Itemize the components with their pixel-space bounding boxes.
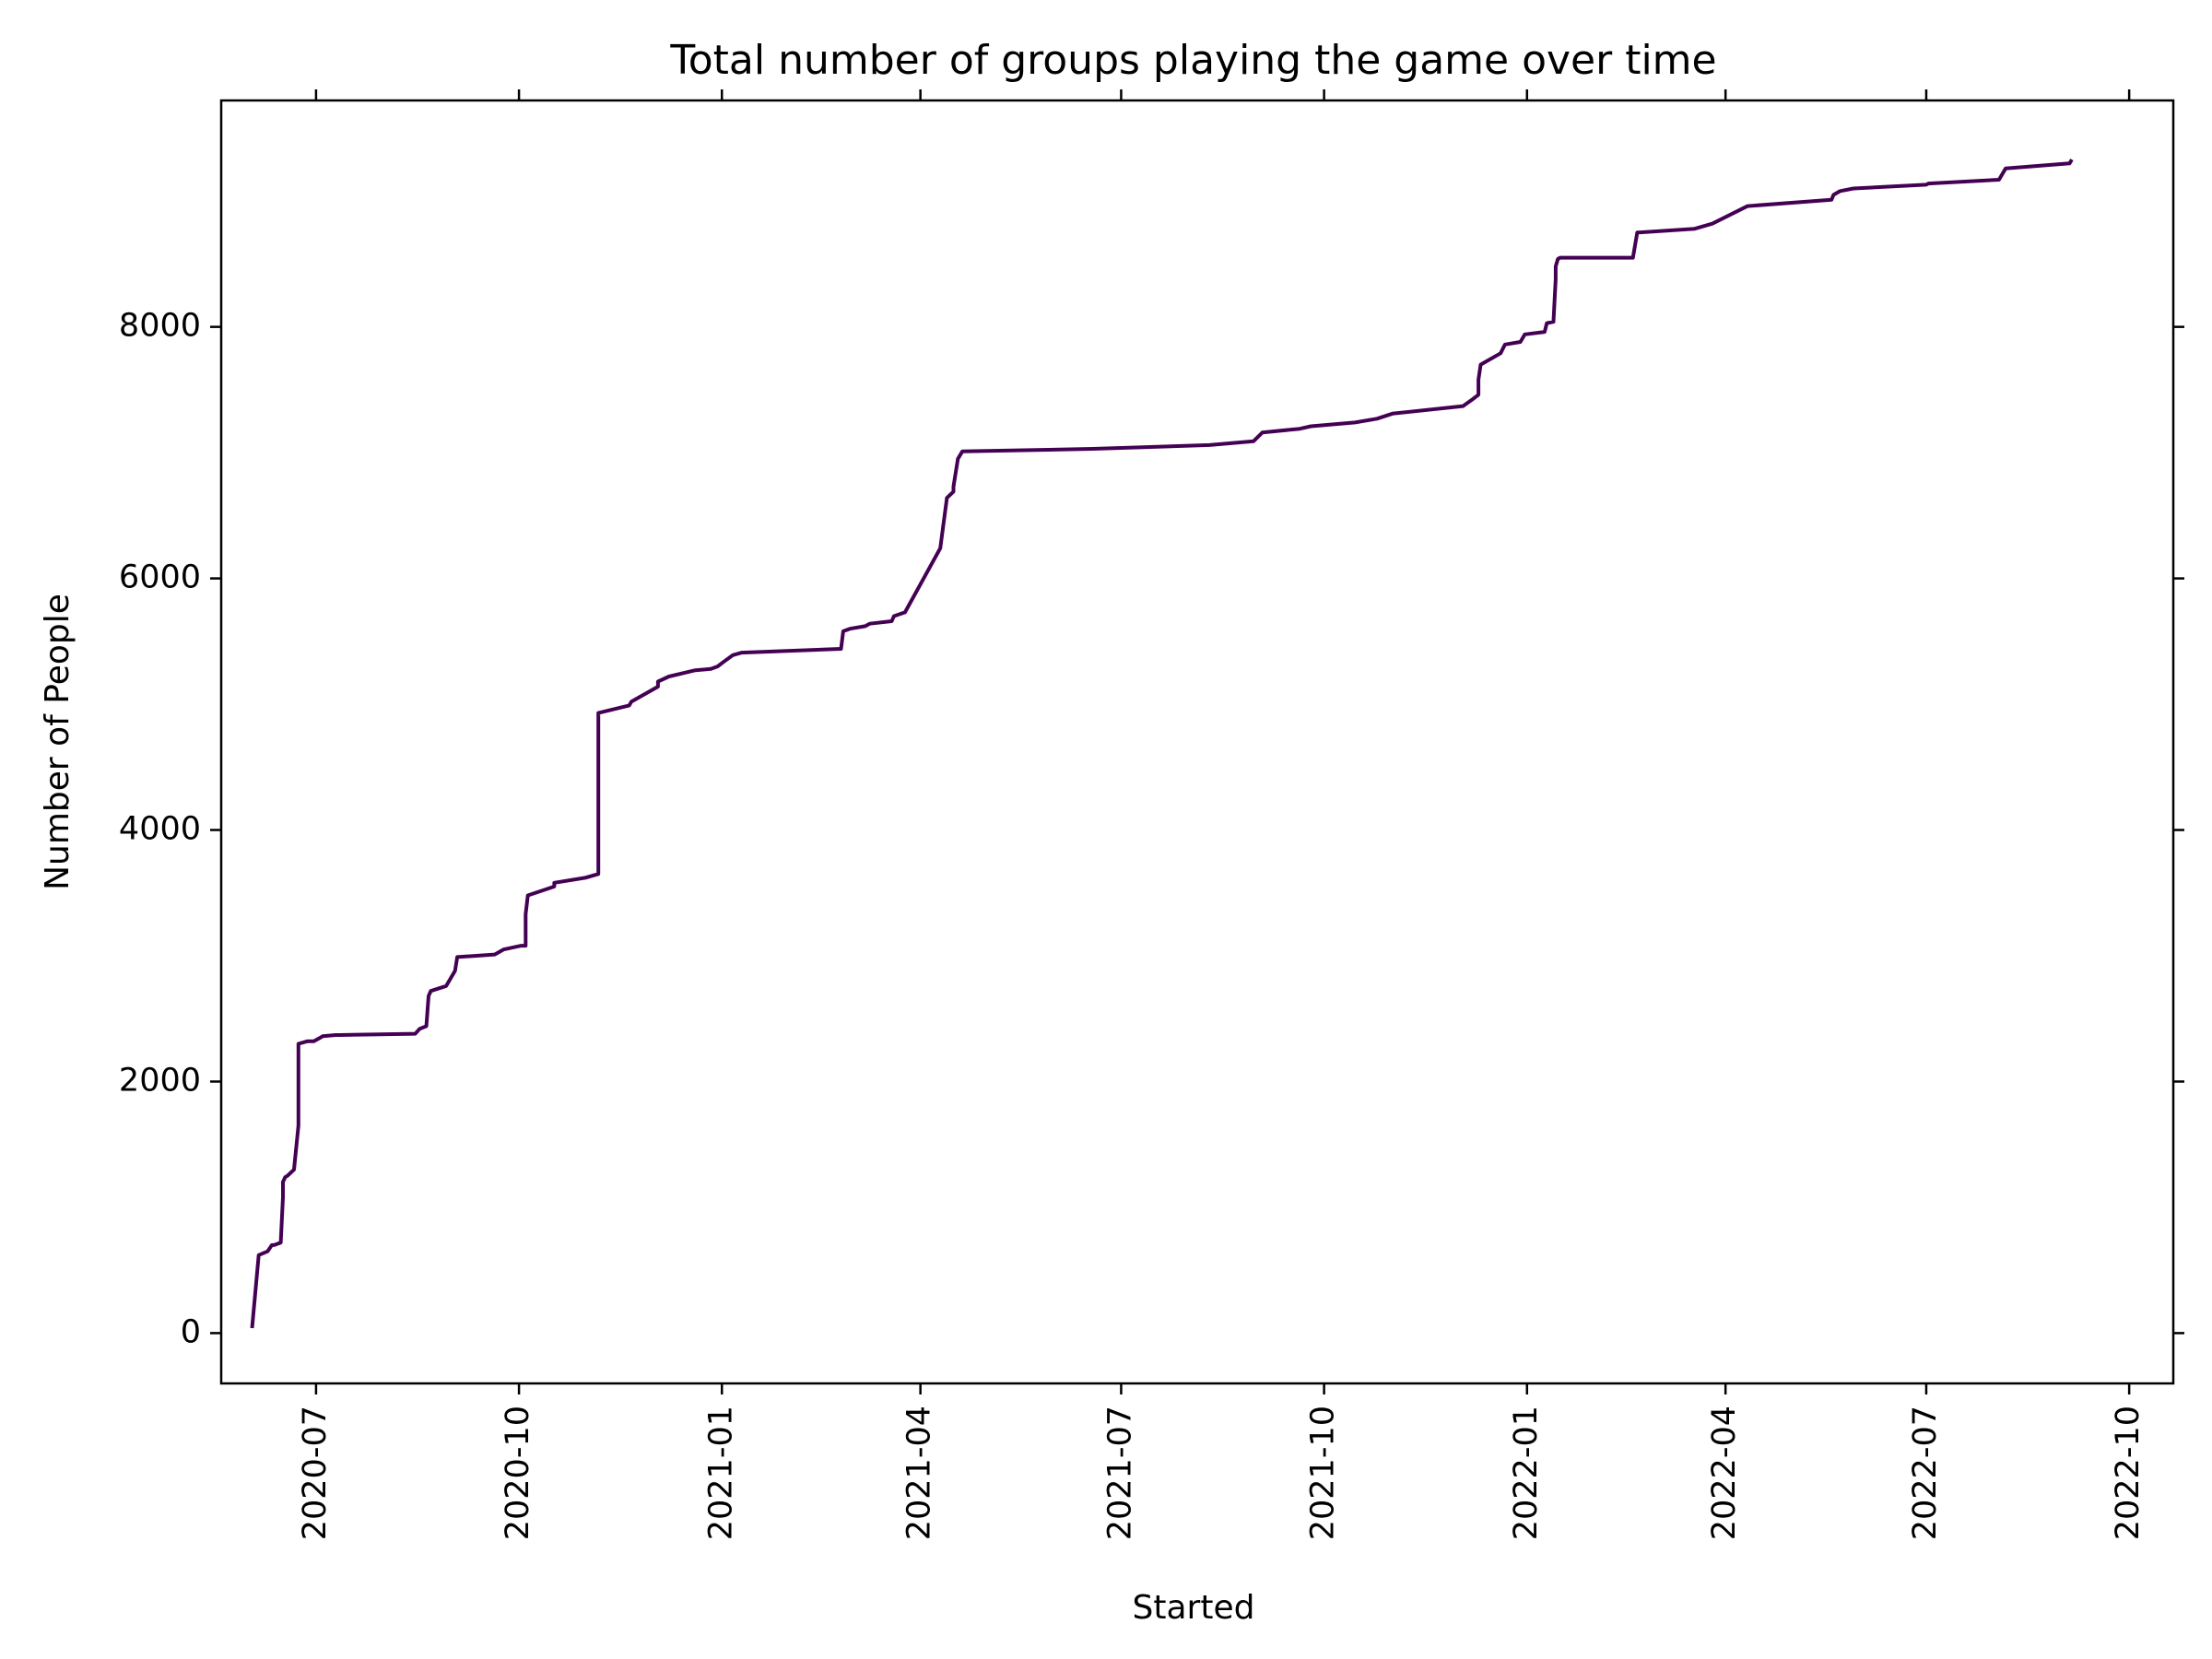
x-tick-label: 2021-04	[901, 1406, 938, 1540]
x-tick-label: 2022-04	[1706, 1406, 1743, 1540]
x-tick-label: 2020-07	[297, 1406, 334, 1540]
y-tick-label: 0	[181, 1313, 201, 1350]
y-tick-label: 8000	[119, 308, 201, 345]
x-tick-label: 2021-10	[1305, 1406, 1342, 1540]
plot-area	[250, 159, 2074, 1329]
x-tick-label: 2022-07	[1907, 1406, 1944, 1540]
y-tick-label: 4000	[119, 811, 201, 848]
x-tick-label: 2022-01	[1508, 1406, 1545, 1540]
chart-title: Total number of groups playing the game …	[669, 37, 1716, 84]
x-tick-label: 2021-07	[1101, 1406, 1138, 1540]
y-axis: 0 2000 4000 6000 8000	[119, 308, 2184, 1350]
x-tick-label: 2021-01	[702, 1406, 739, 1540]
x-tick-label: 2022-10	[2110, 1406, 2147, 1540]
x-tick-label: 2020-10	[500, 1406, 536, 1540]
plot-frame	[219, 99, 2175, 1385]
series-line-0	[250, 159, 2074, 1329]
y-axis-label: Number of People	[39, 594, 76, 890]
x-axis-label: Started	[1133, 1589, 1255, 1627]
y-tick-label: 6000	[119, 559, 201, 596]
x-axis: 2020-07 2020-10 2021-01 2021-04 2021-07 2021-…	[297, 89, 2147, 1540]
y-tick-label: 2000	[119, 1062, 201, 1099]
